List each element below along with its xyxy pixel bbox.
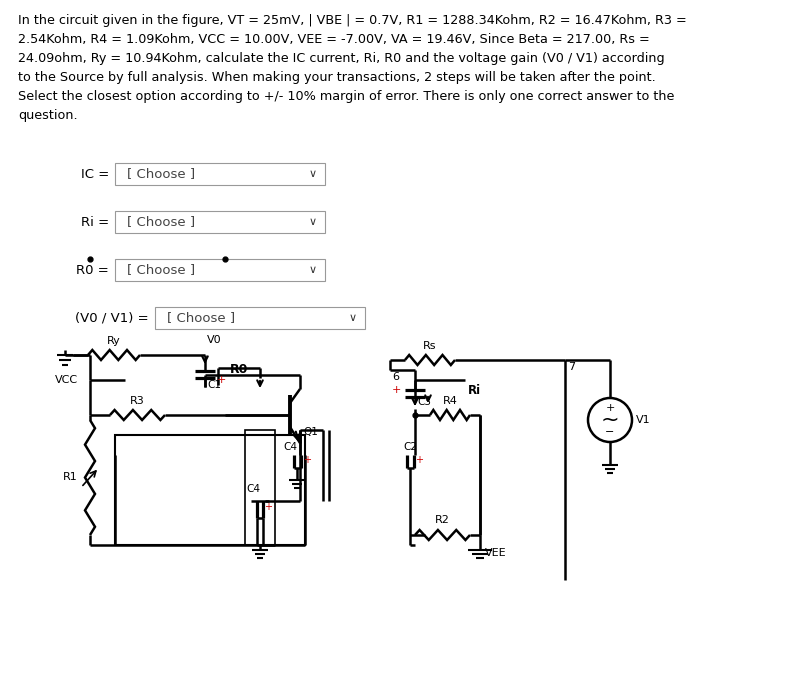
Text: R4: R4	[442, 396, 457, 406]
Text: (V0 / V1) =: (V0 / V1) =	[75, 311, 149, 324]
Text: C1: C1	[207, 380, 221, 390]
Text: 2.54Kohm, R4 = 1.09Kohm, VCC = 10.00V, VEE = -7.00V, VA = 19.46V, Since Beta = 2: 2.54Kohm, R4 = 1.09Kohm, VCC = 10.00V, V…	[18, 33, 649, 46]
Text: [ Choose ]: [ Choose ]	[127, 264, 195, 276]
Text: R0: R0	[230, 363, 249, 376]
Text: VEE: VEE	[485, 548, 507, 558]
Text: C2: C2	[403, 442, 417, 452]
Text: 24.09ohm, Ry = 10.94Kohm, calculate the IC current, Ri, R0 and the voltage gain : 24.09ohm, Ry = 10.94Kohm, calculate the …	[18, 52, 665, 65]
FancyBboxPatch shape	[115, 259, 325, 281]
Text: In the circuit given in the figure, VT = 25mV, | VBE | = 0.7V, R1 = 1288.34Kohm,: In the circuit given in the figure, VT =…	[18, 14, 687, 27]
Text: V1: V1	[636, 415, 650, 425]
Text: +: +	[303, 455, 311, 465]
Text: R3: R3	[129, 396, 145, 406]
Text: question.: question.	[18, 109, 78, 122]
Text: +: +	[605, 403, 615, 413]
Text: Select the closest option according to +/- 10% margin of error. There is only on: Select the closest option according to +…	[18, 90, 674, 103]
Bar	[245, 430, 275, 545]
Text: ∨: ∨	[309, 217, 317, 227]
Text: ∨: ∨	[349, 313, 357, 323]
Text: +: +	[391, 385, 401, 395]
Text: [ Choose ]: [ Choose ]	[167, 311, 235, 324]
Text: C4: C4	[283, 442, 297, 452]
Text: VCC: VCC	[55, 375, 78, 385]
Text: R2: R2	[434, 515, 449, 525]
Text: +: +	[217, 375, 226, 385]
Text: ∨: ∨	[309, 169, 317, 179]
Text: to the Source by full analysis. When making your transactions, 2 steps will be t: to the Source by full analysis. When mak…	[18, 71, 656, 84]
Text: IC =: IC =	[81, 168, 109, 181]
Text: 6: 6	[392, 372, 399, 382]
Text: V0: V0	[207, 335, 222, 345]
Text: Q1: Q1	[303, 427, 318, 437]
Text: Rs: Rs	[423, 341, 437, 351]
Text: R1: R1	[64, 472, 78, 483]
FancyBboxPatch shape	[155, 307, 365, 329]
Text: 7: 7	[568, 362, 575, 372]
Text: [ Choose ]: [ Choose ]	[127, 168, 195, 181]
Text: ~: ~	[601, 410, 619, 430]
Text: C4: C4	[246, 485, 260, 495]
Text: ∨: ∨	[309, 265, 317, 275]
FancyBboxPatch shape	[115, 163, 325, 185]
Text: −: −	[605, 427, 615, 437]
Bar	[115, 435, 305, 545]
FancyBboxPatch shape	[115, 211, 325, 233]
Text: +: +	[264, 503, 272, 512]
Text: Ry: Ry	[107, 336, 121, 346]
Text: Ri =: Ri =	[81, 216, 109, 228]
Text: Ri: Ri	[468, 384, 481, 396]
Text: R0 =: R0 =	[76, 264, 109, 276]
Text: [ Choose ]: [ Choose ]	[127, 216, 195, 228]
Text: +: +	[415, 455, 423, 465]
Text: C3: C3	[417, 397, 431, 407]
